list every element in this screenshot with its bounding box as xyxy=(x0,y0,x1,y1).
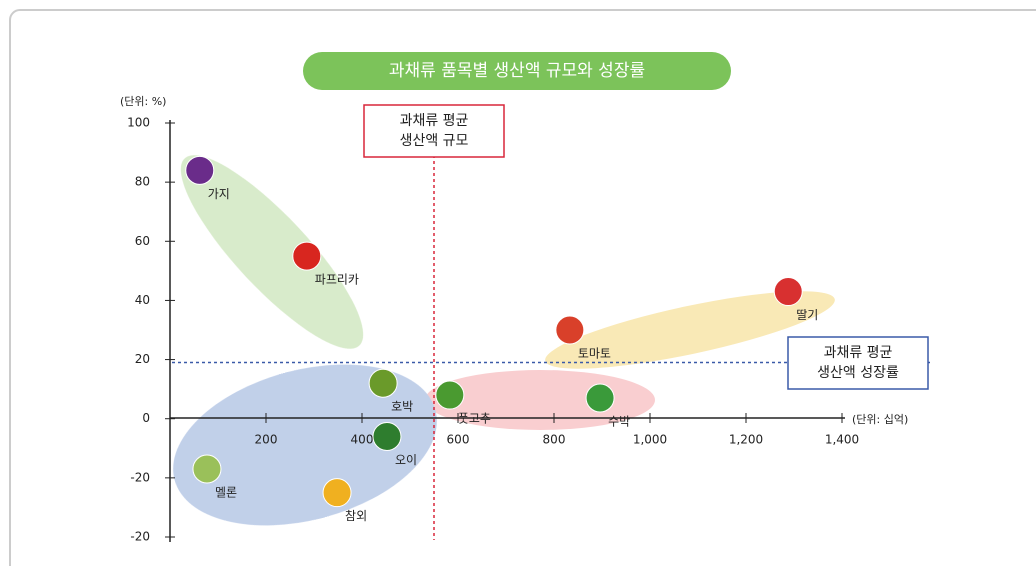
y-tick-label: 60 xyxy=(135,234,150,248)
point-label: 토마토 xyxy=(578,347,611,361)
point-label: 가지 xyxy=(208,187,230,201)
annotation-box xyxy=(787,336,929,390)
y-tick-label: 100 xyxy=(127,116,150,130)
point xyxy=(372,421,402,451)
point-label: 참외 xyxy=(345,509,367,523)
point xyxy=(292,241,322,271)
x-tick-label: 200 xyxy=(255,433,278,447)
point xyxy=(585,383,615,413)
x-tick-label: 1,200 xyxy=(729,433,763,447)
annotation-box xyxy=(363,104,505,158)
annotation: 과채류 평균 생산액 성장률 xyxy=(787,336,929,390)
point xyxy=(555,315,585,345)
annotation-text: 과채류 평균 생산액 성장률 xyxy=(817,345,899,381)
y-tick-label: -20 xyxy=(130,530,150,544)
cluster xyxy=(180,155,364,349)
x-tick-label: 400 xyxy=(351,433,374,447)
point-label: 딸기 xyxy=(796,308,818,322)
x-tick-label: 1,000 xyxy=(633,433,667,447)
annotation: 과채류 평균 생산액 규모 xyxy=(363,104,505,158)
point-label: 오이 xyxy=(395,453,417,467)
cluster xyxy=(173,364,437,526)
y-tick-label: 20 xyxy=(135,352,150,366)
point xyxy=(435,380,465,410)
point xyxy=(322,478,352,508)
point-label: 파프리카 xyxy=(315,273,359,287)
y-tick-label: 40 xyxy=(135,293,150,307)
y-tick-label: 0 xyxy=(142,411,150,425)
chart-title: 과채류 품목별 생산액 규모와 성장률 xyxy=(389,61,645,81)
point-label: 호박 xyxy=(391,400,413,414)
cluster xyxy=(545,291,835,369)
frame xyxy=(9,9,1036,570)
point-label: 수박 xyxy=(608,415,630,429)
point xyxy=(185,155,215,185)
x-tick-label: 600 xyxy=(447,433,470,447)
y-tick-label: 80 xyxy=(135,175,150,189)
x-tick-label: 800 xyxy=(543,433,566,447)
x-tick-label: 1,400 xyxy=(825,433,859,447)
point xyxy=(773,277,803,307)
point xyxy=(368,368,398,398)
point-label: 풋고추 xyxy=(458,412,491,426)
y-unit: (단위: %) xyxy=(120,95,166,108)
y-tick-label: -20 xyxy=(130,470,150,484)
title-pill xyxy=(303,52,731,90)
point-label: 멜론 xyxy=(215,485,237,499)
point xyxy=(192,454,222,484)
x-unit: (단위: 십억) xyxy=(852,413,908,426)
annotation-text: 과채류 평균 생산액 규모 xyxy=(400,113,469,149)
